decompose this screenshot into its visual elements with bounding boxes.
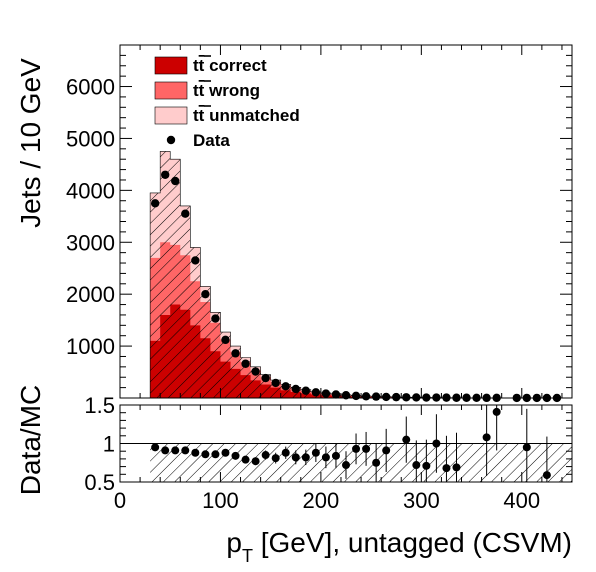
data-point: [231, 349, 240, 358]
data-point: [291, 384, 300, 394]
ratio-point: [452, 463, 461, 472]
data-point: [361, 392, 371, 401]
main-y-tick-label: 3000: [66, 230, 115, 255]
data-point: [402, 393, 411, 402]
data-point: [191, 256, 200, 265]
ratio-point: [281, 448, 290, 457]
ratio-point: [432, 439, 441, 448]
main-y-axis-label: Jets / 10 GeV: [15, 58, 46, 228]
data-point: [301, 386, 311, 395]
x-axis-label-sub: T: [242, 546, 253, 566]
ratio-point: [422, 461, 431, 470]
ratio-y-tick-label: 1.5: [84, 393, 115, 418]
data-point: [381, 392, 391, 402]
ratio-point: [331, 451, 340, 460]
ratio-uncertainty-band: [150, 443, 572, 482]
ratio-point: [311, 448, 320, 457]
ratio-y-tick-label: 0.5: [84, 470, 115, 495]
ratio-point: [542, 471, 551, 480]
data-point: [261, 373, 270, 383]
legend-marker-data: [166, 135, 176, 145]
data-point: [341, 391, 351, 400]
legend: tt correct tt wrong tt unmatched Data: [154, 55, 300, 150]
ratio-point: [161, 446, 170, 455]
ratio-point: [382, 446, 391, 455]
data-point: [331, 390, 341, 399]
data-point: [211, 314, 220, 323]
ratio-point: [372, 458, 381, 467]
ratio-point: [151, 443, 160, 452]
data-point: [171, 176, 180, 186]
ratio-point: [201, 450, 210, 459]
data-point: [321, 389, 331, 398]
data-point: [351, 391, 361, 401]
ratio-point: [221, 448, 230, 457]
ratio-point: [522, 443, 531, 452]
x-tick-label: 0: [114, 488, 126, 513]
x-tick-label: 200: [303, 488, 340, 513]
x-axis-label-p: p: [226, 527, 242, 558]
main-y-tick-label: 5000: [66, 126, 115, 151]
ratio-point: [261, 451, 270, 460]
x-tick-label: 100: [202, 488, 239, 513]
ratio-point: [211, 450, 220, 459]
ratio-point: [412, 461, 421, 470]
legend-swatch-wrong: [154, 81, 188, 100]
data-point: [371, 392, 381, 401]
ratio-point: [231, 451, 240, 460]
x-tick-label: 300: [403, 488, 440, 513]
legend-label-data: Data: [193, 131, 230, 150]
data-point: [161, 170, 170, 179]
main-y-tick-label: 2000: [66, 282, 115, 307]
main-y-tick-label: 6000: [66, 75, 115, 100]
ratio-point: [402, 435, 411, 444]
ratio-point: [301, 453, 310, 462]
data-point: [271, 378, 280, 388]
ratio-point: [321, 453, 330, 462]
ratio-point: [492, 407, 501, 416]
legend-label-correct: tt correct: [193, 56, 267, 75]
ratio-point: [191, 448, 200, 457]
ratio-point: [352, 444, 361, 453]
ratio-y-axis-label: Data/MC: [15, 385, 46, 495]
data-point: [150, 199, 160, 208]
x-tick-label: 400: [503, 488, 540, 513]
main-y-tick-label: 1000: [66, 334, 115, 359]
data-point: [251, 367, 260, 376]
legend-label-wrong: tt wrong: [193, 81, 260, 100]
data-point: [412, 393, 421, 402]
ratio-point: [241, 455, 250, 464]
ratio-point: [271, 454, 280, 463]
ratio-point: [291, 453, 300, 462]
data-point: [311, 388, 321, 397]
mc-uncertainty-band: [149, 151, 573, 399]
legend-swatch-correct: [154, 56, 188, 75]
data-point: [181, 209, 190, 218]
ratio-point: [342, 461, 350, 470]
data-point: [201, 289, 210, 299]
main-panel: 1000 2000 3000 4000 5000 6000: [66, 44, 573, 403]
ratio-point: [181, 446, 190, 455]
ratio-point: [362, 444, 371, 453]
data-point: [241, 359, 250, 368]
ratio-point: [482, 433, 491, 442]
ratio-point: [251, 457, 260, 466]
main-y-tick-label: 4000: [66, 178, 115, 203]
data-point: [281, 382, 290, 391]
data-point: [221, 335, 230, 345]
x-axis-label-rest: [GeV], untagged (CSVM): [253, 527, 572, 558]
ratio-point: [171, 446, 180, 455]
legend-label-unmatched: tt unmatched: [193, 106, 300, 125]
x-axis-label: pT [GeV], untagged (CSVM): [226, 527, 572, 566]
data-point: [392, 392, 401, 402]
legend-swatch-unmatched: [154, 106, 188, 125]
ratio-y-tick-label: 1: [103, 432, 115, 457]
ratio-panel: 0 100 200 300 400 0.5 1 1.5: [84, 393, 573, 513]
ratio-point: [442, 464, 451, 473]
